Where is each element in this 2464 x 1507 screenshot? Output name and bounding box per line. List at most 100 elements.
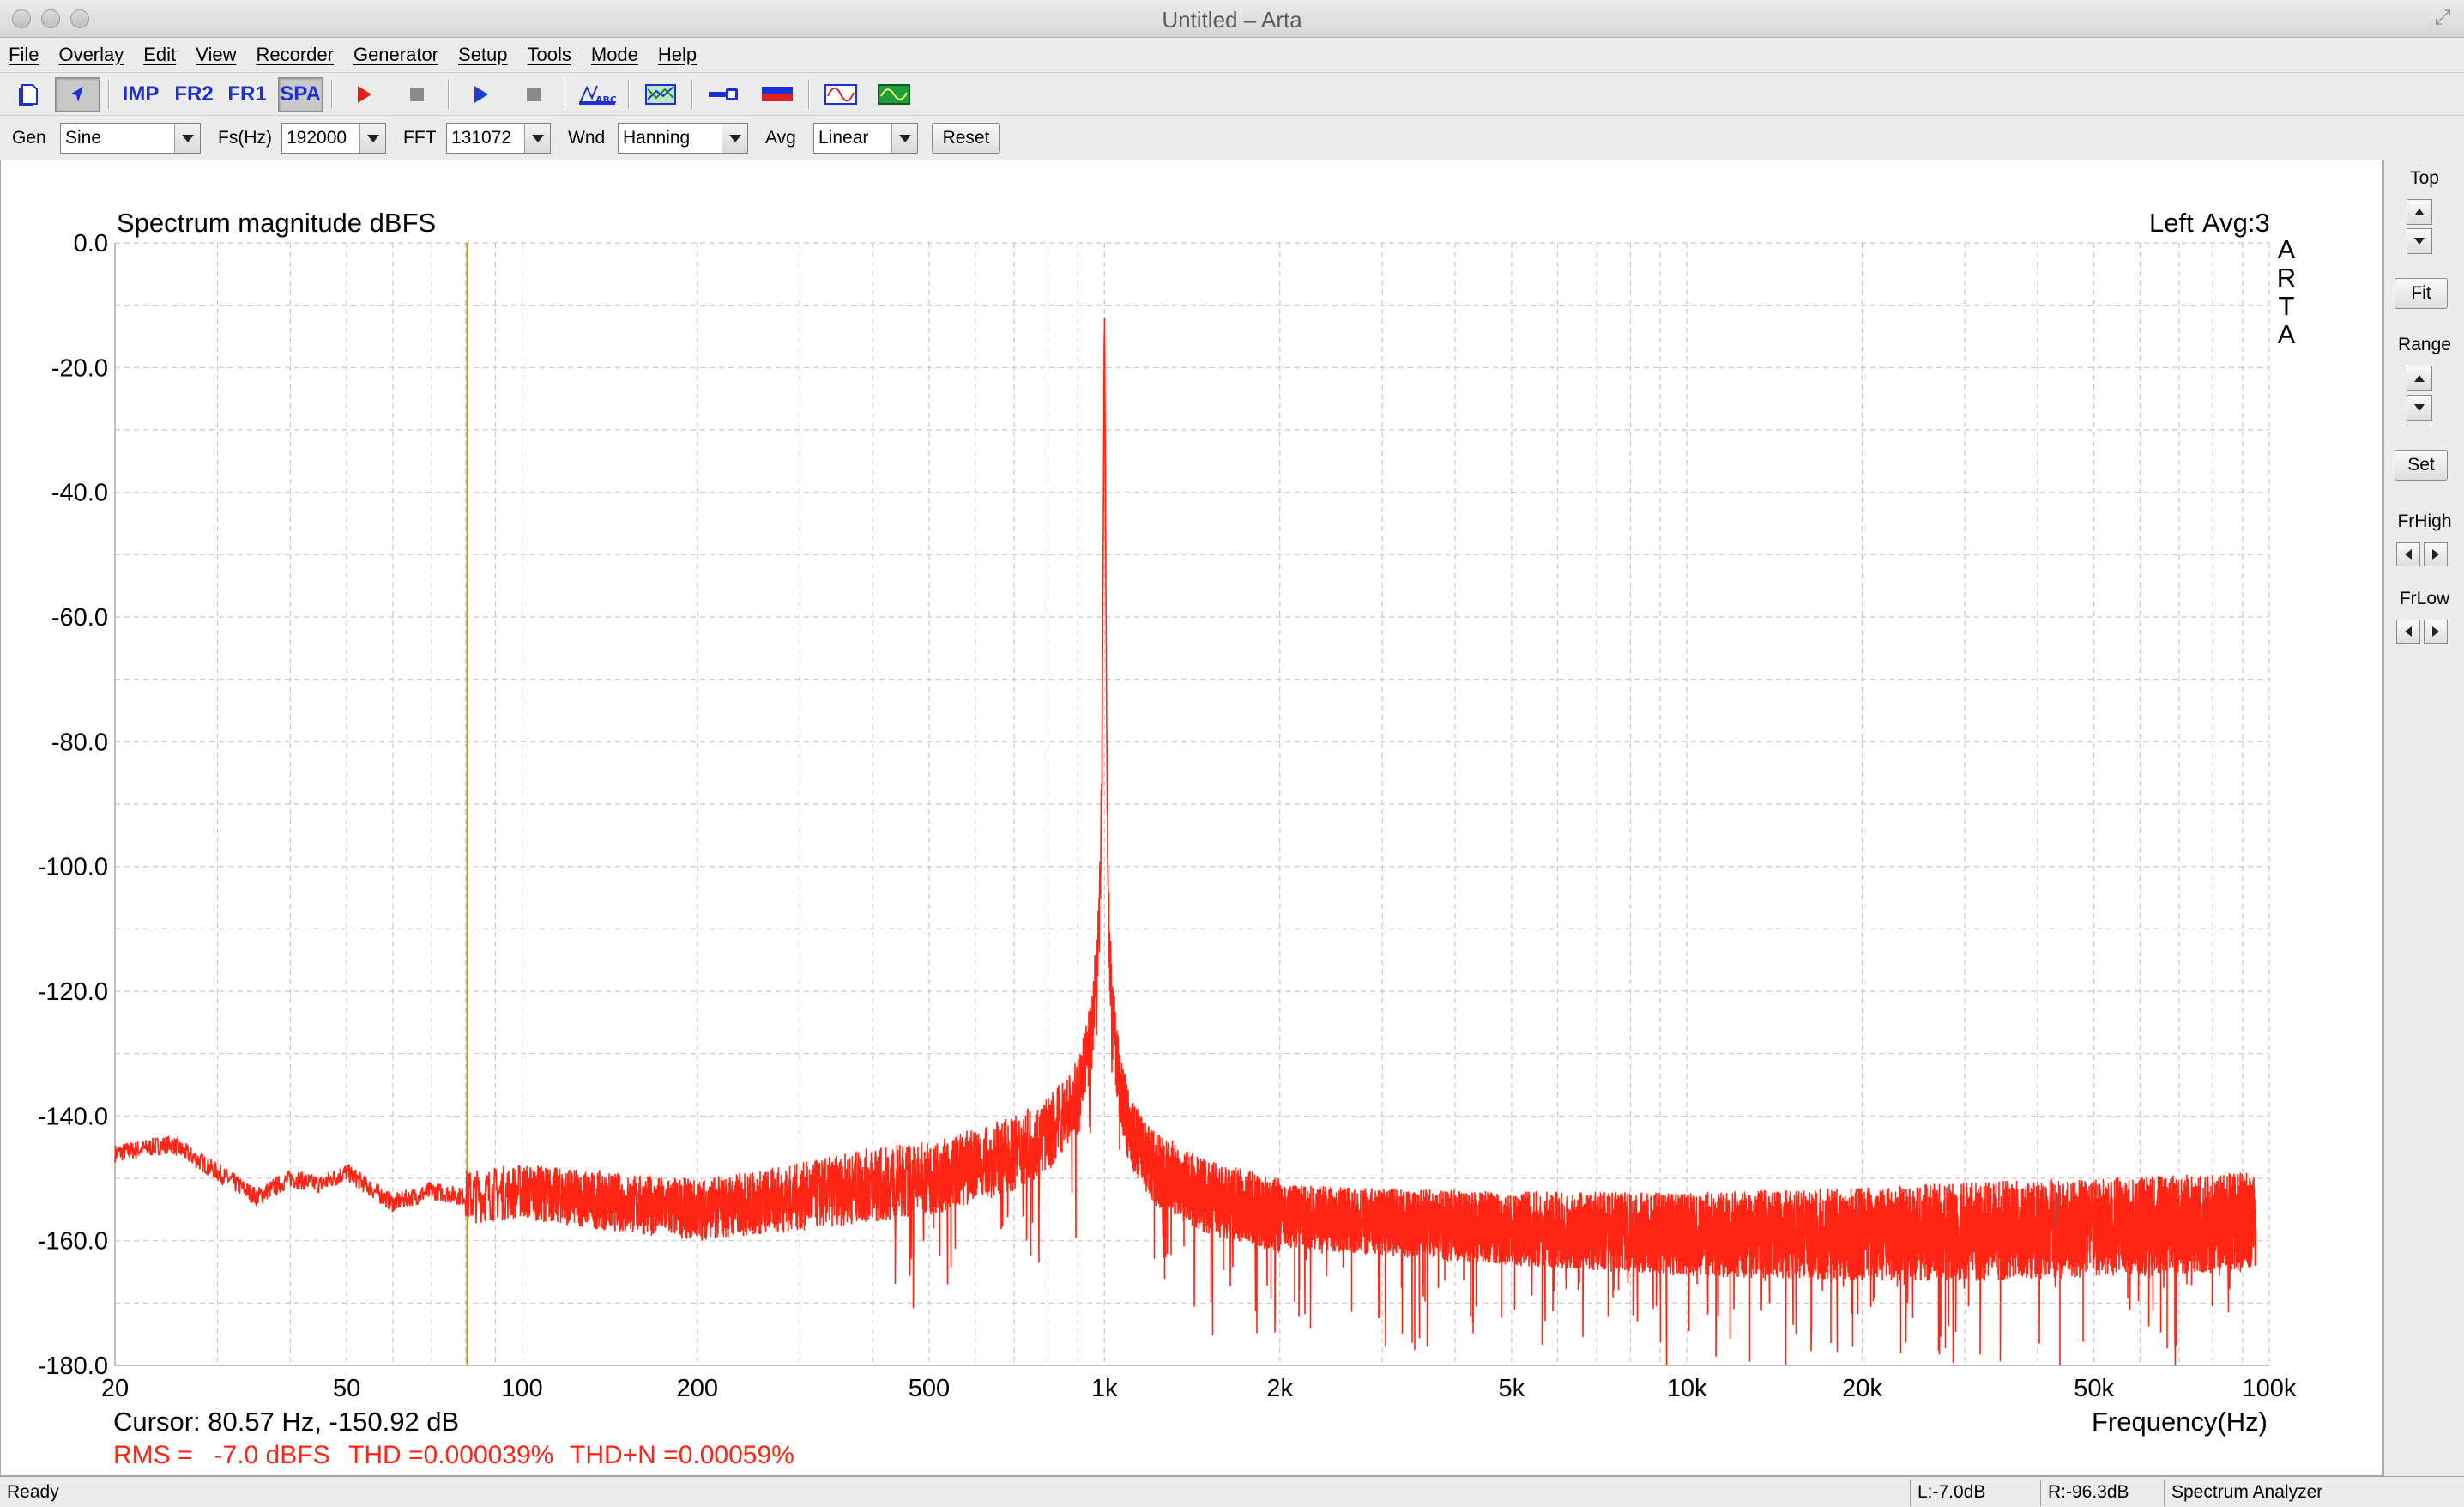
fit-button[interactable]: Fit — [2395, 278, 2448, 309]
level-meter-button[interactable] — [755, 77, 800, 112]
y-tick-label: -160.0 — [38, 1228, 108, 1256]
annotate-icon: ABC — [579, 85, 616, 106]
signal-generator-button[interactable] — [872, 77, 916, 112]
window-function-select[interactable]: Hanning — [618, 123, 748, 154]
chevron-down-icon[interactable] — [359, 124, 385, 153]
menu-file[interactable]: File — [9, 44, 39, 65]
spectrum-plot[interactable]: 0.0 -20.0 -40.0 -60.0 -80.0 -100.0 -120.0 -140.… — [0, 160, 2383, 1476]
frlow-left-button[interactable] — [2396, 620, 2420, 644]
record-play-icon — [358, 86, 371, 103]
top-up-button[interactable] — [2407, 199, 2432, 225]
averaging-value: Linear — [818, 128, 869, 148]
toolbar-separator — [628, 80, 630, 109]
x-tick-label: 50 — [333, 1375, 360, 1402]
x-tick-label: 100 — [501, 1375, 542, 1402]
frlow-label: FrLow — [2399, 589, 2450, 608]
x-tick-label: 10k — [1667, 1375, 1707, 1402]
plot-setup-button[interactable] — [638, 77, 683, 112]
x-tick-label: 200 — [677, 1375, 718, 1402]
menu-generator[interactable]: Generator — [353, 44, 439, 65]
thdn-readout: THD+N =0.00059% — [570, 1441, 794, 1469]
top-down-button[interactable] — [2407, 228, 2432, 254]
chevron-down-icon[interactable] — [722, 124, 747, 153]
sample-rate-select[interactable]: 192000 — [281, 123, 386, 154]
toolbar-separator — [808, 80, 810, 109]
averaging-select[interactable]: Linear — [813, 123, 918, 154]
audio-device-button[interactable] — [702, 77, 746, 112]
impulse-mode-button[interactable]: IMP — [122, 82, 160, 106]
minimize-window-button[interactable] — [41, 9, 60, 28]
rms-readout: RMS = -7.0 dBFS — [113, 1441, 330, 1469]
status-right-level: R:-96.3dB — [2040, 1480, 2164, 1506]
menu-overlay[interactable]: Overlay — [58, 44, 124, 65]
graph-setup-icon — [645, 84, 676, 105]
zoom-window-button[interactable] — [70, 9, 89, 28]
x-axis-label: Frequency(Hz) — [2092, 1407, 2268, 1437]
record-button[interactable] — [341, 77, 386, 112]
x-axis-ticks: 20 50 100 200 500 1k 2k 5k 10k 20k 50k 100k — [101, 1375, 2297, 1402]
generator-icon — [878, 84, 910, 105]
y-tick-label: -80.0 — [51, 729, 108, 756]
new-file-button[interactable] — [7, 77, 51, 112]
y-tick-label: -100.0 — [38, 854, 108, 881]
chevron-down-icon[interactable] — [524, 124, 550, 153]
menu-recorder[interactable]: Recorder — [256, 44, 334, 65]
y-tick-label: -20.0 — [51, 354, 108, 382]
toolbar-separator — [565, 80, 566, 109]
fr1-mode-button[interactable]: FR1 — [227, 82, 267, 106]
average-count: Avg:3 — [2202, 208, 2270, 238]
pointer-mode-button[interactable] — [55, 77, 100, 112]
fft-size-select[interactable]: 131072 — [446, 123, 551, 154]
reset-button[interactable]: Reset — [932, 123, 1000, 154]
stop-icon — [527, 88, 541, 101]
menu-tools[interactable]: Tools — [527, 44, 571, 65]
generator-play-button[interactable] — [458, 77, 503, 112]
record-stop-button[interactable] — [395, 77, 439, 112]
toolbar-separator — [331, 80, 333, 109]
set-button[interactable]: Set — [2395, 450, 2448, 481]
toolbar: IMP FR2 FR1 SPA ABC — [0, 72, 2464, 115]
frhigh-right-button[interactable] — [2424, 542, 2448, 566]
window-title: Untitled – Arta — [1162, 7, 1302, 33]
x-tick-label: 500 — [909, 1375, 950, 1402]
range-up-button[interactable] — [2407, 366, 2432, 391]
avg-label: Avg — [765, 128, 796, 148]
title-bar: Untitled – Arta ⤢ — [0, 0, 2464, 38]
close-window-button[interactable] — [12, 9, 31, 28]
watermark-letter: R — [2277, 263, 2296, 293]
x-tick-label: 20 — [101, 1375, 129, 1402]
range-down-button[interactable] — [2407, 395, 2432, 421]
x-tick-label: 1k — [1091, 1375, 1118, 1402]
menu-mode[interactable]: Mode — [590, 44, 638, 65]
generator-stop-button[interactable] — [511, 77, 556, 112]
y-tick-label: -120.0 — [38, 978, 108, 1006]
window-function-value: Hanning — [623, 128, 691, 148]
toolbar-separator — [691, 80, 693, 109]
x-tick-label: 50k — [2074, 1375, 2114, 1402]
generator-select[interactable]: Sine — [60, 123, 201, 154]
menu-setup[interactable]: Setup — [458, 44, 508, 65]
y-tick-label: -60.0 — [51, 604, 108, 632]
menu-view[interactable]: View — [196, 44, 237, 65]
menu-edit[interactable]: Edit — [143, 44, 177, 65]
chevron-down-icon[interactable] — [891, 124, 917, 153]
spectrum-mode-button[interactable]: SPA — [278, 77, 323, 112]
fullscreen-icon[interactable]: ⤢ — [2434, 6, 2451, 29]
play-icon — [474, 86, 488, 103]
frlow-right-button[interactable] — [2424, 620, 2448, 644]
fr2-mode-button[interactable]: FR2 — [174, 82, 214, 106]
connector-icon — [709, 88, 738, 100]
x-tick-label: 5k — [1498, 1375, 1525, 1402]
frhigh-left-button[interactable] — [2396, 542, 2420, 566]
new-file-icon — [19, 84, 38, 106]
annotate-button[interactable]: ABC — [575, 77, 619, 112]
spectrum-chart[interactable]: 0.0 -20.0 -40.0 -60.0 -80.0 -100.0 -120.0 -140.… — [1, 160, 2382, 1475]
sample-rate-value: 192000 — [287, 128, 347, 148]
chevron-down-icon[interactable] — [174, 124, 200, 153]
menu-help[interactable]: Help — [657, 44, 698, 65]
wnd-label: Wnd — [568, 128, 606, 148]
oscilloscope-button[interactable] — [818, 77, 863, 112]
fft-size-value: 131072 — [451, 128, 512, 148]
cursor-arrow-icon — [71, 87, 83, 102]
